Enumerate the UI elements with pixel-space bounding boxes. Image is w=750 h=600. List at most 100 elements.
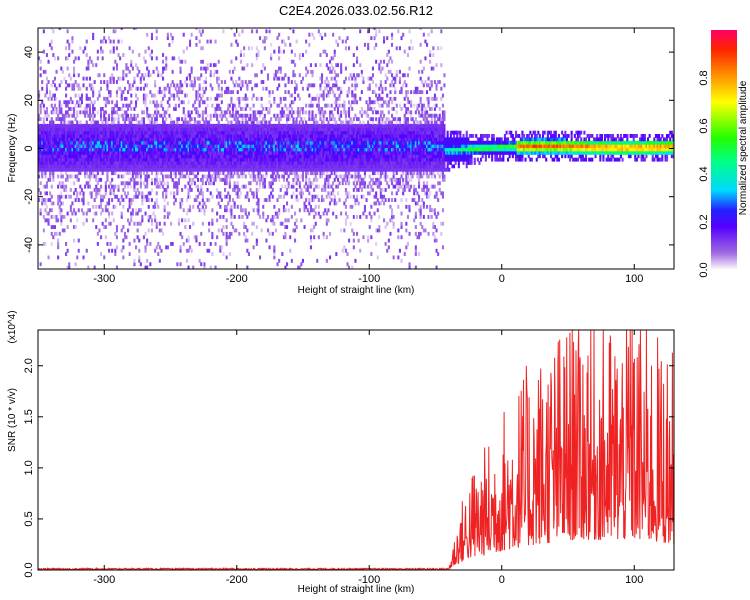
spectrogram-cell [123,144,126,149]
spectrogram-cell [329,161,332,165]
spectrogram-cell [63,164,66,169]
spectrogram-cell [135,171,138,176]
spectrogram-cell [333,154,336,159]
spectrogram-cell [87,130,90,135]
spectrogram-cell [93,174,96,179]
spectrogram-cell [217,144,220,149]
spectrogram-cell [98,188,101,192]
spectrogram-cell [316,120,319,125]
spectrogram-cell [125,194,128,199]
spectrogram-cell [123,147,126,152]
spectrogram-cell [142,56,145,61]
spectrogram-cell [162,69,165,74]
spectrogram-cell [45,191,48,196]
spectrogram-cell [233,228,236,233]
spectrogram-cell [273,137,276,142]
spectrogram-cell [306,137,309,142]
spectrogram-cell [230,100,233,105]
spectrogram-cell [122,144,125,149]
spectrogram-cell [279,167,282,172]
spectrogram-cell [69,144,72,149]
spectrogram-cell [336,134,339,138]
spectrogram-cell [325,154,328,159]
chart-title: C2E4.2026.033.02.56.R12 [279,3,433,18]
spectrogram-cell [147,198,150,202]
spectrogram-cell [260,134,263,138]
spectrogram-cell [73,107,76,111]
spectrogram-cell [165,56,168,61]
spectrogram-cell [330,130,333,135]
spectrogram-cell [52,174,55,179]
spectrogram-cell [154,147,157,152]
spectrogram-cell [270,123,273,128]
spectrogram-cell [200,134,203,138]
spectrogram-cell [332,150,335,155]
spectrogram-cell [112,137,115,142]
spectrogram-cell [208,120,211,125]
spectrogram-cell [276,69,279,74]
spectrogram-cell [104,137,107,142]
spectrogram-cell [79,140,82,145]
spectrogram-cell [181,137,184,142]
spectrogram-cell [133,184,136,189]
spectrogram-cell [217,194,220,199]
spectrogram-cell [267,123,270,128]
spectrogram-cell [138,134,141,138]
spectrogram-cell [42,123,45,128]
spectrogram-cell [168,150,171,155]
spectrogram-cell [190,134,193,138]
spectrogram-cell [203,130,206,135]
spectrogram-cell [177,154,180,159]
spectrogram-cell [130,113,133,118]
spectrogram-cell [278,167,281,172]
spectrogram-cell [104,130,107,135]
spectrogram-cell [314,157,317,162]
spectrogram-cell [79,123,82,128]
spectrogram-cell [117,147,120,152]
spectrogram-cell [49,93,52,98]
spectrogram-cell [267,127,270,132]
spectrogram-cell [279,161,282,165]
spectrogram-cell [236,117,239,122]
spectrogram-cell [65,93,68,98]
spectrogram-cell [198,258,201,263]
spectrogram-cell [166,127,169,132]
spectrogram-cell [109,130,112,135]
spectrogram-cell [289,167,292,172]
spectrogram-cell [182,137,185,142]
spectrogram-cell [271,134,274,138]
spectrogram-cell [117,127,120,132]
spectrogram-cell [216,134,219,138]
spectrogram-cell [198,140,201,145]
spectrogram-cell [305,134,308,138]
spectrogram-cell [197,130,200,135]
spectrogram-cell [115,127,118,132]
spectrogram-cell [142,127,145,132]
spectrogram-cell [90,164,93,169]
spectrogram-cell [120,137,123,142]
spectrogram-cell [279,110,282,115]
spectrogram-cell [154,167,157,172]
spectrogram-cell [65,154,68,159]
spectrogram-cell [125,161,128,165]
spectrogram-cell [259,120,262,125]
spectrogram-cell [301,154,304,159]
spectrogram-cell [252,144,255,149]
spectrogram-cell [157,69,160,74]
spectrogram-cell [330,198,333,202]
spectrogram-cell [257,164,260,169]
spectrogram-cell [95,161,98,165]
spectrogram-cell [130,63,133,68]
spectrogram-cell [187,167,190,172]
spectrogram-cell [219,130,222,135]
spectrogram-cell [162,154,165,159]
spectrogram-cell [201,154,204,159]
spectrogram-cell [321,188,324,192]
spectrogram-cell [73,164,76,169]
spectrogram-cell [166,36,169,41]
spectrogram-cell [319,167,322,172]
spectrogram-cell [311,123,314,128]
spectrogram-cell [220,154,223,159]
spectrogram-cell [189,184,192,189]
spectrogram-cell [135,194,138,199]
